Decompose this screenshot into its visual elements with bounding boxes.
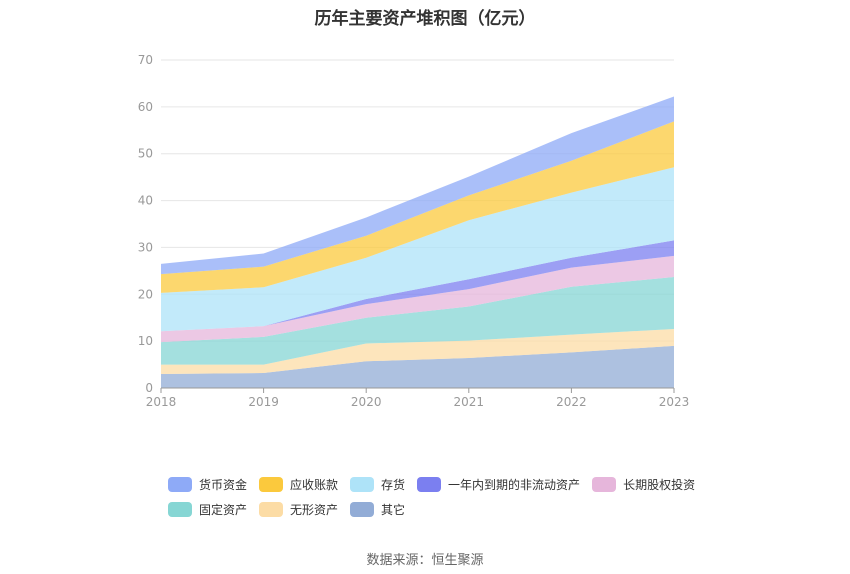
x-tick-label: 2019 bbox=[248, 395, 279, 409]
legend-swatch bbox=[168, 477, 192, 492]
area-series-应收账款 bbox=[161, 121, 674, 293]
area-series-固定资产 bbox=[161, 276, 674, 365]
legend-item[interactable]: 无形资产 bbox=[259, 501, 338, 518]
y-tick-label: 30 bbox=[138, 240, 153, 254]
legend-swatch bbox=[350, 477, 375, 492]
legend-swatch bbox=[417, 477, 442, 492]
legend-row: 固定资产 无形资产 其它 bbox=[168, 497, 708, 522]
area-series bbox=[161, 96, 674, 388]
y-tick-label: 50 bbox=[138, 147, 153, 161]
legend-row: 货币资金 应收账款 存货 一年内到期的非流动资产 长期股权投资 bbox=[168, 472, 708, 497]
y-tick-label: 10 bbox=[138, 334, 153, 348]
x-tick-label: 2018 bbox=[146, 395, 177, 409]
legend-swatch bbox=[592, 477, 617, 492]
area-series-存货 bbox=[161, 167, 674, 332]
legend-label: 一年内到期的非流动资产 bbox=[448, 478, 581, 492]
legend-item[interactable]: 存货 bbox=[350, 476, 405, 493]
legend-swatch bbox=[350, 502, 375, 517]
legend-label: 无形资产 bbox=[290, 503, 339, 517]
x-tick-label: 2023 bbox=[659, 395, 690, 409]
area-series-一年内到期的非流动资产 bbox=[161, 240, 674, 332]
area-series-其它 bbox=[161, 345, 674, 388]
legend-swatch bbox=[259, 502, 284, 517]
legend-label: 存货 bbox=[381, 478, 406, 492]
axes: 0 10 20 30 40 50 60 70 2018 2019 2020 2021 2022 2023 bbox=[138, 53, 690, 409]
y-tick-label: 60 bbox=[138, 100, 153, 114]
legend-swatch bbox=[168, 502, 192, 517]
legend-item[interactable]: 一年内到期的非流动资产 bbox=[417, 476, 580, 493]
legend-item[interactable]: 货币资金 bbox=[168, 476, 247, 493]
legend-label: 长期股权投资 bbox=[623, 478, 696, 492]
area-series-无形资产 bbox=[161, 328, 674, 374]
y-tick-label: 0 bbox=[145, 381, 153, 395]
legend-label: 应收账款 bbox=[290, 478, 339, 492]
area-series-长期股权投资 bbox=[161, 255, 674, 343]
chart-title: 历年主要资产堆积图（亿元） bbox=[314, 9, 536, 29]
chart-legend: 货币资金 应收账款 存货 一年内到期的非流动资产 长期股权投资 固定资产 无形资产 其它 bbox=[168, 472, 708, 522]
legend-label: 货币资金 bbox=[199, 478, 248, 492]
x-tick-label: 2022 bbox=[556, 395, 587, 409]
legend-item[interactable]: 固定资产 bbox=[168, 501, 247, 518]
data-source: 数据来源：恒生聚源 bbox=[366, 553, 484, 568]
legend-item[interactable]: 其它 bbox=[350, 501, 405, 518]
x-tick-label: 2020 bbox=[351, 395, 382, 409]
legend-item[interactable]: 长期股权投资 bbox=[592, 476, 695, 493]
legend-swatch bbox=[259, 477, 284, 492]
x-tick-label: 2021 bbox=[454, 395, 485, 409]
legend-label: 其它 bbox=[381, 503, 406, 517]
legend-item[interactable]: 应收账款 bbox=[259, 476, 338, 493]
y-tick-label: 70 bbox=[138, 53, 153, 67]
y-tick-label: 20 bbox=[138, 287, 153, 301]
legend-label: 固定资产 bbox=[199, 503, 248, 517]
y-tick-label: 40 bbox=[138, 194, 153, 208]
